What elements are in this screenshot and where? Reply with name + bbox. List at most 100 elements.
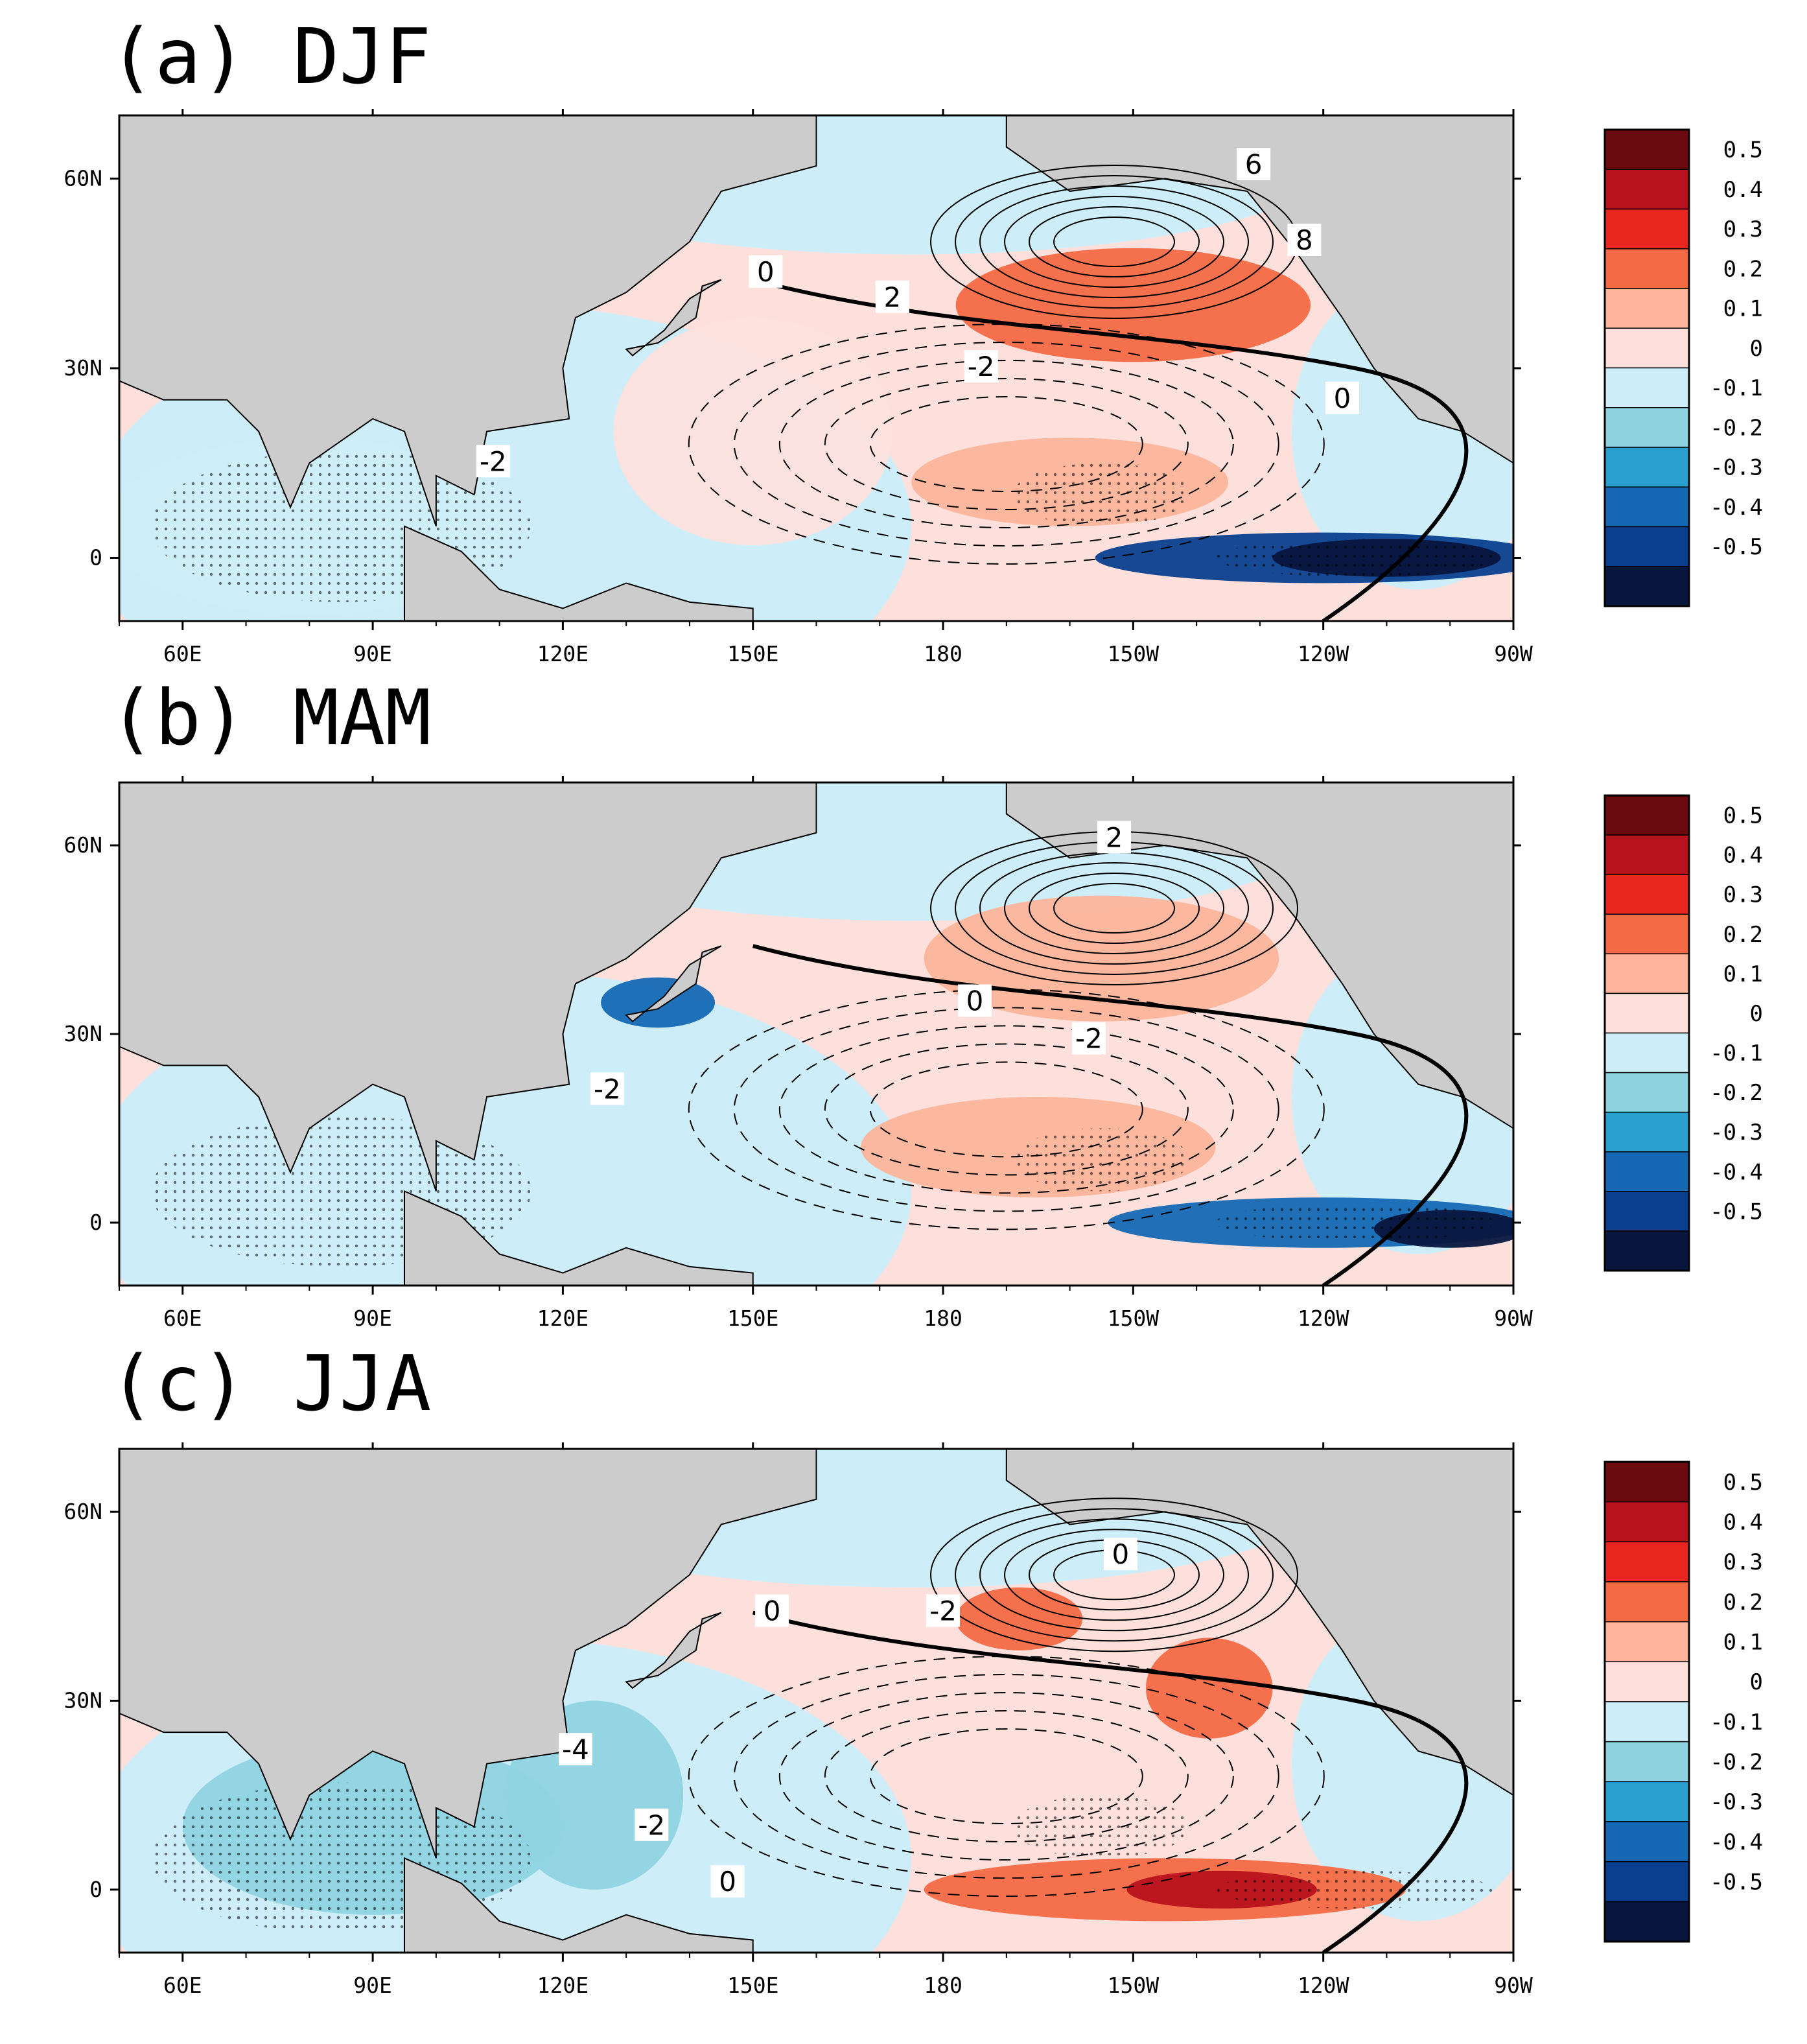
colorbar-swatch bbox=[1604, 953, 1690, 994]
colorbar-label: -0.5 bbox=[1710, 534, 1763, 560]
land-japan bbox=[625, 945, 722, 1022]
stippling bbox=[1012, 1128, 1191, 1192]
colorbar-swatch bbox=[1604, 486, 1690, 528]
colorbar-swatch bbox=[1604, 1581, 1690, 1623]
colorbar-label: 0 bbox=[1750, 1669, 1763, 1695]
contour-label: 0 bbox=[749, 255, 783, 288]
colorbar-frame bbox=[1603, 1461, 1690, 1943]
land-maritime-continent bbox=[403, 525, 754, 621]
x-tick-label: 90E bbox=[353, 641, 392, 666]
y-tick-label: 30N bbox=[64, 1021, 102, 1046]
contour-label: 8 bbox=[1287, 224, 1322, 256]
land-japan bbox=[625, 279, 722, 357]
colorbar-label: -0.1 bbox=[1710, 1709, 1763, 1735]
colorbar-swatch bbox=[1604, 913, 1690, 955]
colorbar-frame bbox=[1603, 794, 1690, 1272]
x-tick-label: 180 bbox=[924, 1973, 962, 1998]
stippling bbox=[1215, 539, 1495, 577]
stippling bbox=[1215, 1870, 1495, 1909]
contour-label: 0 bbox=[957, 984, 992, 1017]
x-tick-label: 120E bbox=[537, 1306, 589, 1331]
shading-feature bbox=[1145, 1638, 1273, 1739]
contour-label: -2 bbox=[635, 1808, 669, 1841]
contour-label-text: -2 bbox=[968, 351, 995, 382]
contour-line bbox=[778, 1692, 1234, 1861]
x-tick-label: 120W bbox=[1298, 641, 1349, 666]
land-eurasia bbox=[119, 1449, 817, 1859]
contour-line bbox=[1004, 196, 1225, 288]
contour-label-text: -2 bbox=[638, 1809, 665, 1841]
colorbar-label: 0 bbox=[1750, 336, 1763, 362]
x-tick-label: 150E bbox=[727, 1973, 778, 1998]
colorbar-label: 0.3 bbox=[1723, 882, 1763, 908]
colorbar-label: 0.1 bbox=[1723, 961, 1763, 987]
y-tick-label: 0 bbox=[89, 1877, 102, 1902]
map-area: 2 0 -2 -2 bbox=[119, 782, 1513, 1286]
contour-lines bbox=[688, 831, 1469, 1286]
contour-line bbox=[1053, 883, 1176, 934]
contour-line bbox=[733, 1007, 1279, 1212]
contour-label-text: -2 bbox=[594, 1073, 621, 1105]
colorbar-label: 0.5 bbox=[1723, 137, 1763, 163]
colorbar-label: -0.3 bbox=[1710, 1120, 1763, 1145]
x-tick-label: 150W bbox=[1108, 1306, 1160, 1331]
y-tick-label: 60N bbox=[64, 166, 102, 191]
contour-line bbox=[778, 360, 1234, 528]
x-tick-label: 150E bbox=[727, 641, 778, 666]
x-tick-label: 60E bbox=[163, 641, 202, 666]
contour-label: 0 bbox=[710, 1865, 745, 1898]
x-tick-label: 180 bbox=[924, 1306, 962, 1331]
colorbar-swatch bbox=[1604, 407, 1690, 448]
land-maritime-continent bbox=[403, 1857, 754, 1953]
contour-line bbox=[688, 989, 1325, 1230]
colorbar-swatch bbox=[1604, 1501, 1690, 1543]
contour-label-text: 0 bbox=[719, 1866, 736, 1897]
colorbar-label: 0.2 bbox=[1723, 922, 1763, 948]
land-eurasia bbox=[119, 782, 817, 1192]
land-japan bbox=[625, 1612, 722, 1689]
colorbar-label: -0.5 bbox=[1710, 1870, 1763, 1896]
y-tick-label: 0 bbox=[89, 545, 102, 570]
colorbar-swatch bbox=[1604, 327, 1690, 369]
x-tick-label: 180 bbox=[924, 641, 962, 666]
stippling bbox=[1215, 1203, 1495, 1242]
colorbar-djf: 0.5 0.4 0.3 0.2 0.1 0 -0.1 -0.2 -0.3 -0.4 -0.5 bbox=[1603, 128, 1763, 607]
colorbar-swatch bbox=[1604, 169, 1690, 210]
land-eurasia bbox=[119, 115, 817, 527]
contour-line bbox=[1004, 1529, 1225, 1621]
contour-label: -2 bbox=[476, 445, 510, 478]
colorbar-swatch bbox=[1604, 526, 1690, 567]
panel-jja: (c) JJA 0 -2 0 -4 -2 0 60E 90E 120E 150E 180 150W 120… bbox=[64, 1339, 1533, 1998]
contour-label: -4 bbox=[558, 1733, 592, 1766]
contour-label-text: 2 bbox=[1106, 821, 1123, 853]
x-tick-label: 120W bbox=[1298, 1973, 1349, 1998]
contour-line bbox=[778, 1025, 1234, 1194]
colorbar-frame bbox=[1603, 128, 1690, 607]
colorbar-swatch bbox=[1604, 1032, 1690, 1074]
x-tick-label: 90E bbox=[353, 1306, 392, 1331]
x-tick-label: 90W bbox=[1494, 641, 1533, 666]
x-tick-label: 90W bbox=[1494, 1973, 1533, 1998]
colorbar-swatch bbox=[1604, 795, 1690, 836]
colorbar-swatch bbox=[1604, 288, 1690, 329]
contour-label: -2 bbox=[590, 1072, 624, 1105]
colorbar-swatch bbox=[1604, 1741, 1690, 1783]
colorbar-label: -0.5 bbox=[1710, 1199, 1763, 1225]
panel-title: (c) JJA bbox=[109, 1339, 431, 1428]
colorbar-swatch bbox=[1604, 1191, 1690, 1232]
colorbar-swatch bbox=[1604, 1111, 1690, 1153]
shading-feature bbox=[613, 318, 892, 545]
contour-label-text: 0 bbox=[1112, 1538, 1129, 1570]
colorbar-label: 0.3 bbox=[1723, 217, 1763, 242]
contour-line bbox=[955, 1508, 1274, 1642]
colorbar-swatch bbox=[1604, 1781, 1690, 1822]
stippling bbox=[1012, 463, 1191, 526]
x-tick-label: 120E bbox=[537, 1973, 589, 1998]
colorbar-swatch bbox=[1604, 1541, 1690, 1582]
colorbar-label: 0.1 bbox=[1723, 1630, 1763, 1656]
contour-label: 6 bbox=[1237, 148, 1271, 180]
colorbar-swatch bbox=[1604, 874, 1690, 915]
contour-line bbox=[733, 342, 1279, 546]
colorbar-swatch bbox=[1604, 447, 1690, 488]
